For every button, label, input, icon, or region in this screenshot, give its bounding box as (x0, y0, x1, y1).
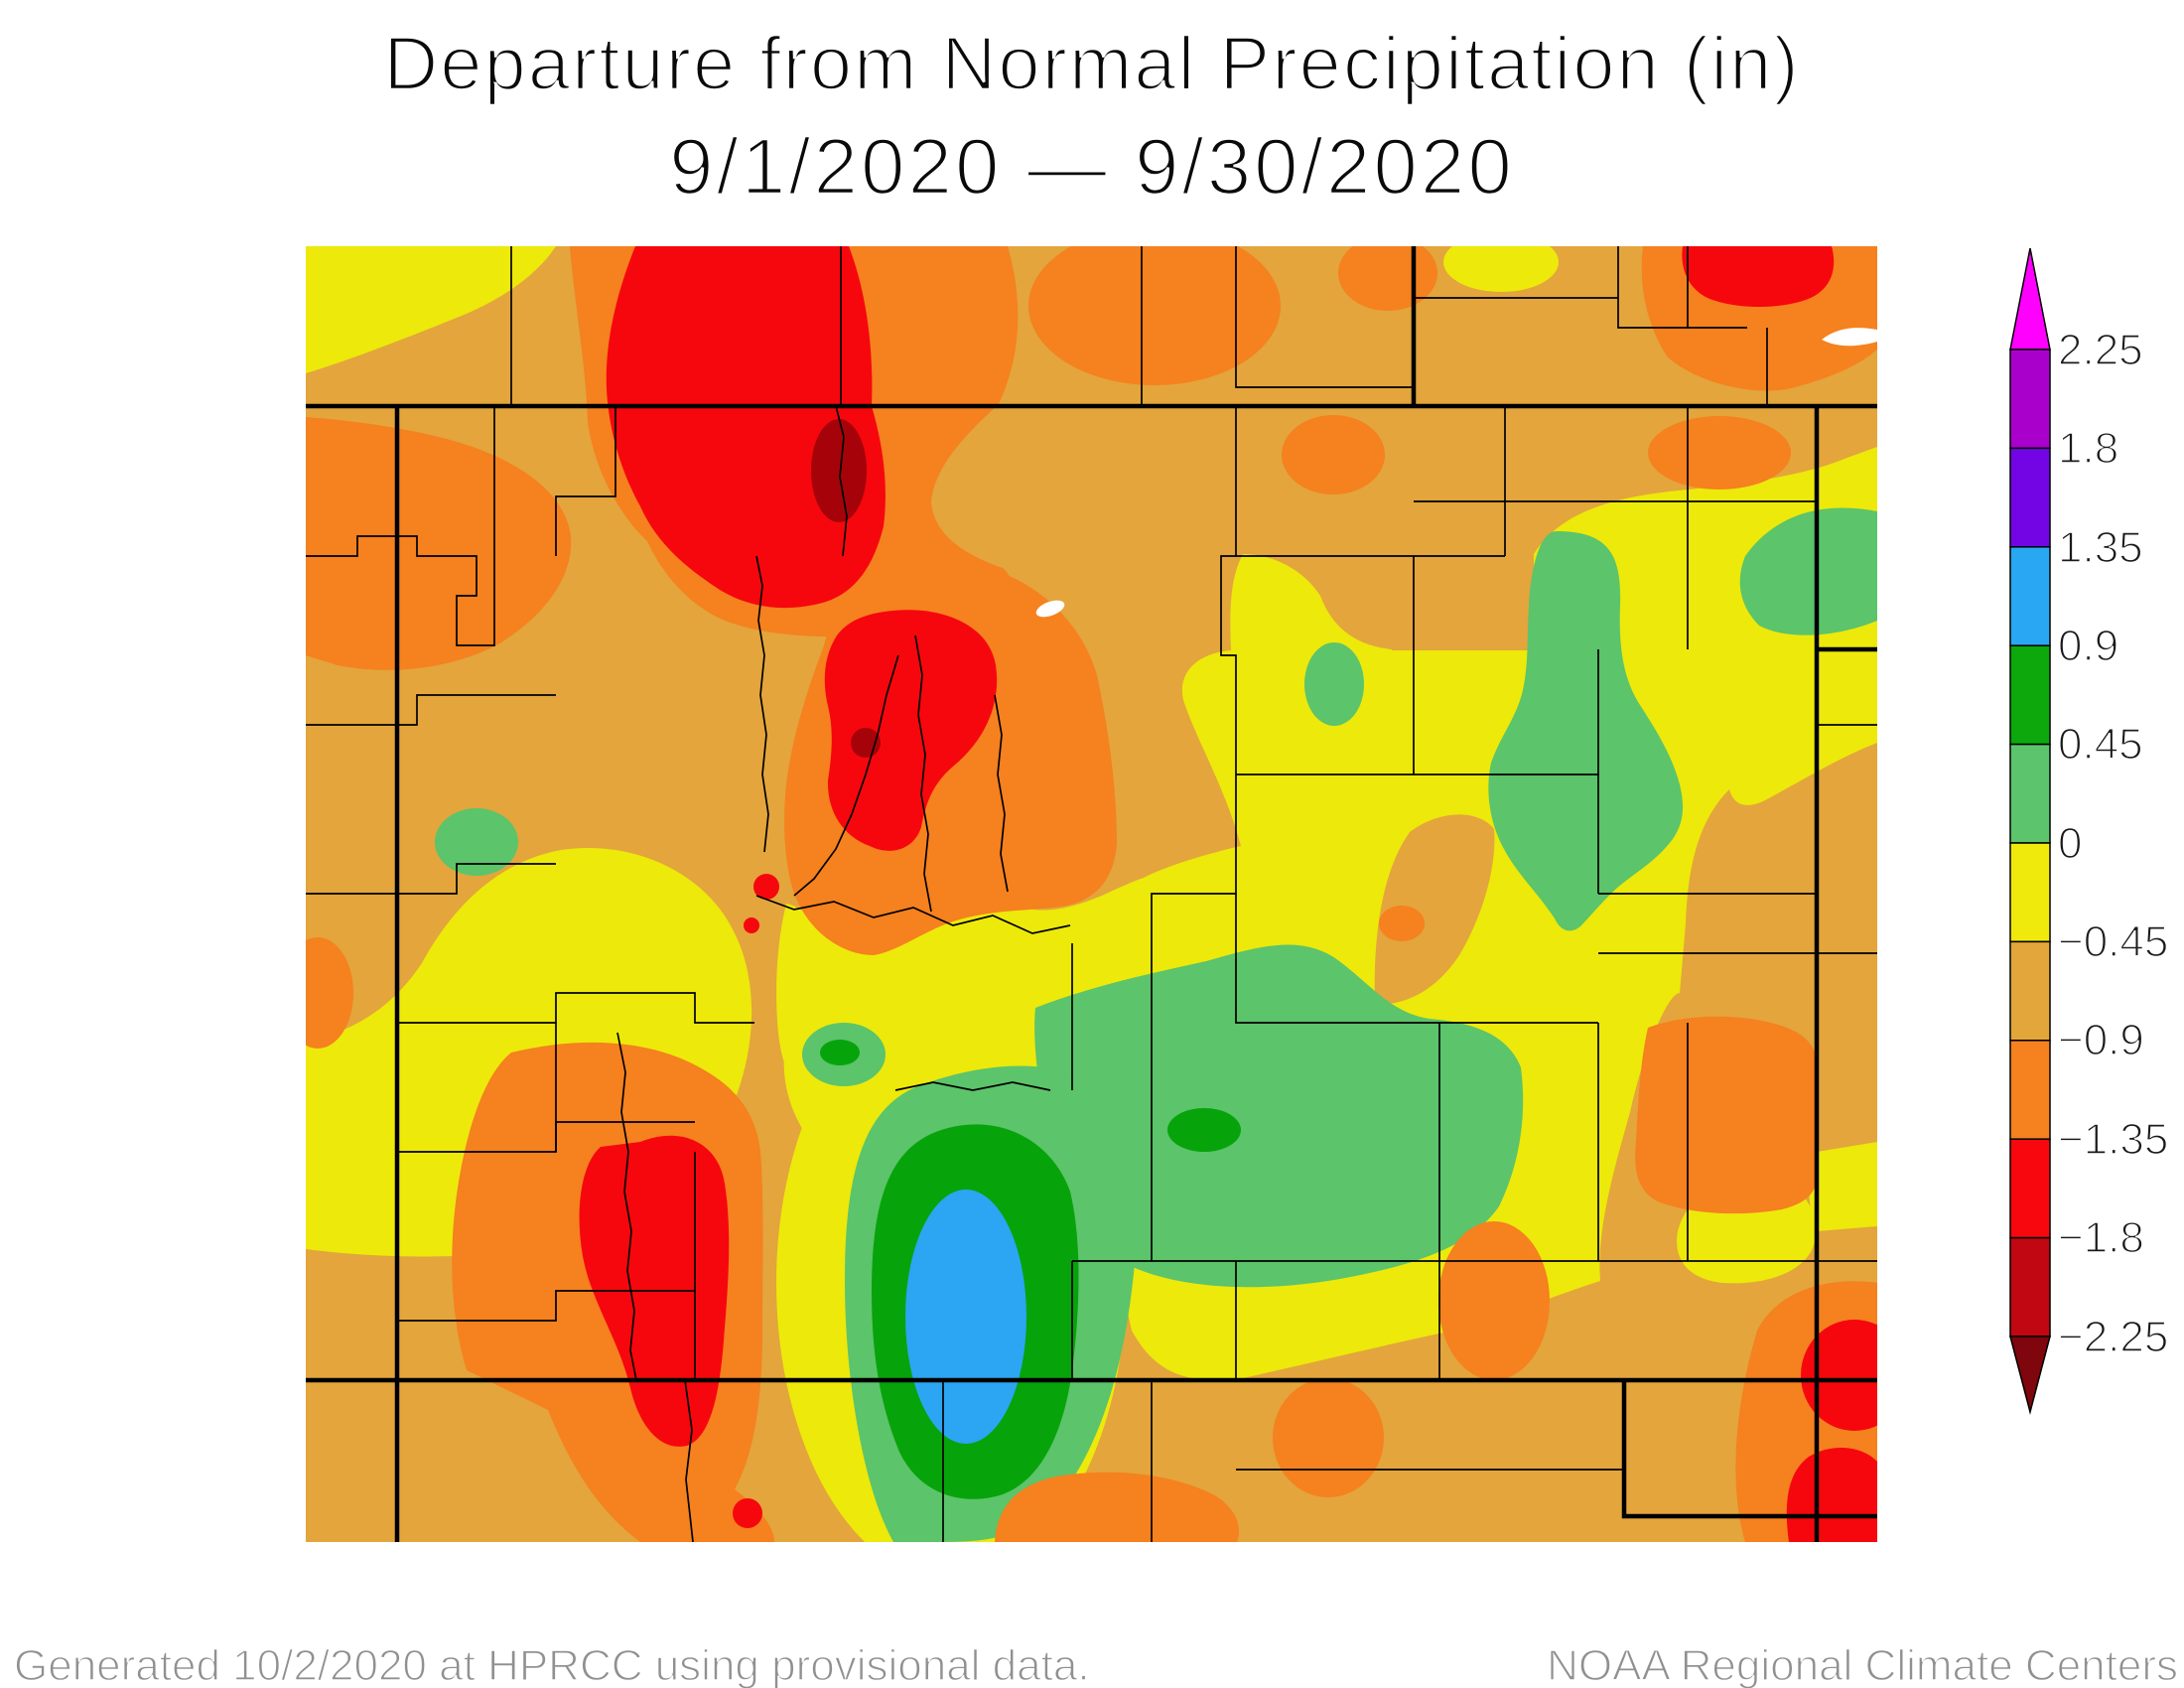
svg-text:0.9: 0.9 (2058, 622, 2118, 670)
svg-text:0.45: 0.45 (2058, 720, 2143, 769)
svg-text:1.35: 1.35 (2058, 523, 2143, 572)
svg-text:0: 0 (2058, 819, 2082, 868)
svg-text:NOAA Regional Climate Centers: NOAA Regional Climate Centers (1547, 1641, 2178, 1688)
svg-text:Generated 10/2/2020 at HPRCC u: Generated 10/2/2020 at HPRCC using provi… (14, 1641, 1090, 1688)
svg-text:−0.45: −0.45 (2058, 917, 2168, 966)
svg-text:−1.35: −1.35 (2058, 1115, 2168, 1164)
svg-text:−1.8: −1.8 (2058, 1213, 2144, 1262)
svg-text:−2.25: −2.25 (2058, 1313, 2168, 1361)
svg-text:−0.9: −0.9 (2058, 1016, 2144, 1064)
svg-text:Departure from Normal Precipit: Departure from Normal Precipitation (in) (383, 22, 1800, 106)
svg-text:9/1/2020 — 9/30/2020: 9/1/2020 — 9/30/2020 (669, 122, 1515, 211)
svg-text:2.25: 2.25 (2058, 326, 2143, 374)
svg-text:1.8: 1.8 (2058, 424, 2118, 473)
